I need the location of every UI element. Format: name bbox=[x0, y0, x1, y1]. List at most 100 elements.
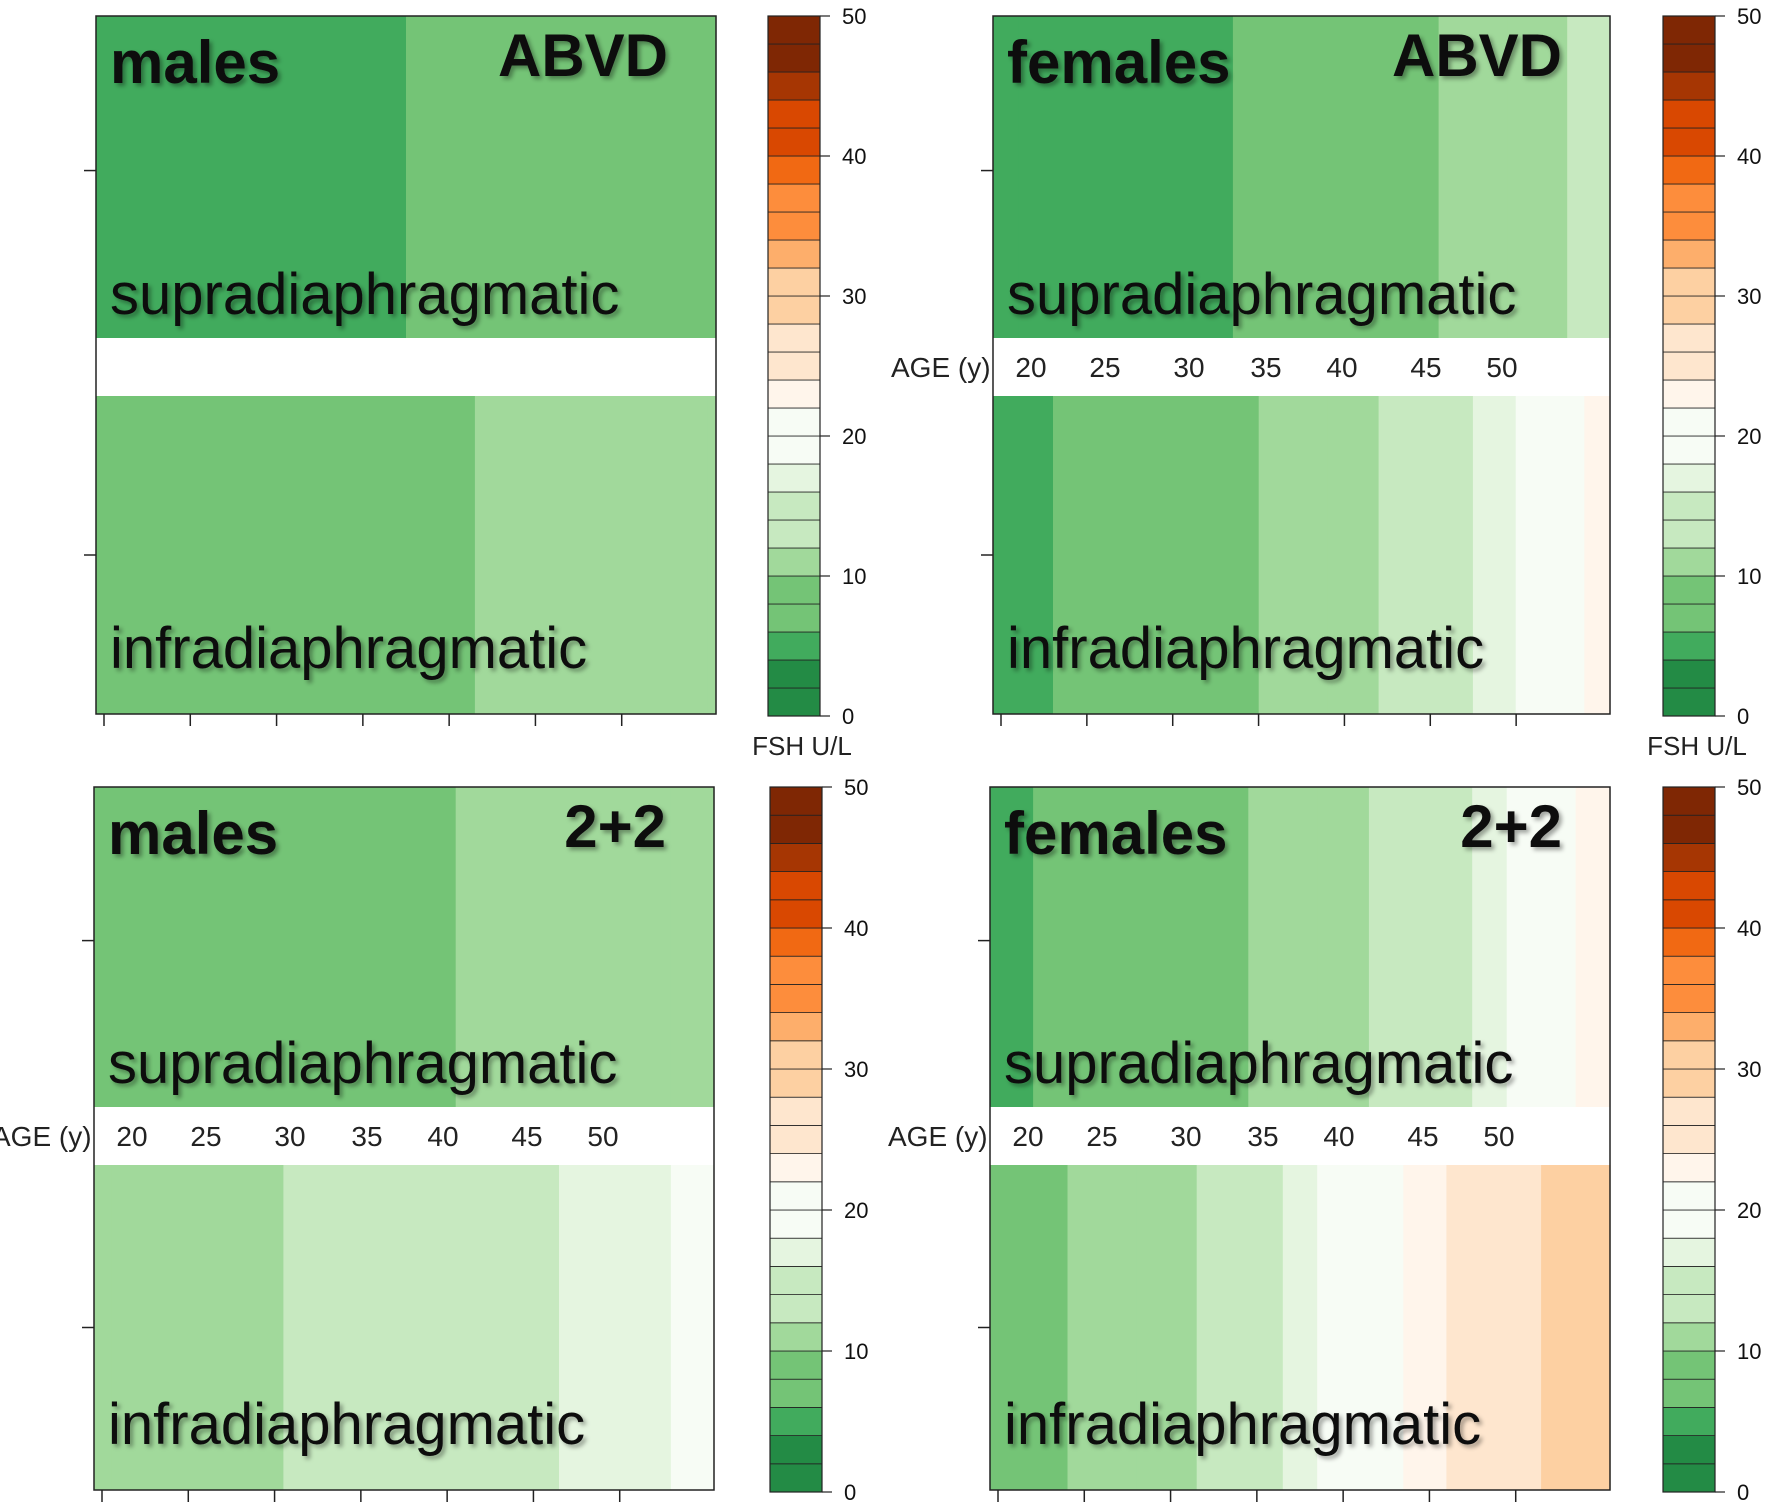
colorbar-label: FSH U/L bbox=[1647, 731, 1747, 761]
colorbar-4: 0 10 20 30 40 50 bbox=[1662, 775, 1761, 1505]
heat-cell bbox=[559, 1165, 672, 1490]
colorbar-step bbox=[1662, 659, 1716, 689]
colorbar-step bbox=[1662, 955, 1716, 985]
colorbar-step bbox=[767, 183, 821, 213]
heat-cell bbox=[1232, 16, 1354, 338]
colorbar-step bbox=[769, 1350, 823, 1380]
heat-row-supradiaphragmatic bbox=[990, 787, 1611, 1107]
age-tick-label: 45 bbox=[511, 1121, 542, 1152]
heat-cell bbox=[1173, 396, 1260, 714]
colorbar-step bbox=[767, 519, 821, 549]
colorbar-tick-label: 0 bbox=[842, 704, 854, 729]
colorbar-step bbox=[1662, 1266, 1716, 1296]
colorbar-step bbox=[1662, 603, 1716, 633]
age-tick-label: 50 bbox=[587, 1121, 618, 1152]
row-label-supradiaphragmatic: supradiaphragmatic bbox=[1007, 262, 1516, 327]
heat-cell bbox=[1327, 396, 1380, 714]
colorbar-step bbox=[769, 843, 823, 873]
heat-cell bbox=[1446, 1165, 1491, 1490]
colorbar-1: 0 10 20 30 40 50 FSH U/L bbox=[752, 4, 866, 761]
heat-cell bbox=[1507, 16, 1568, 338]
colorbar-3: 0 10 20 30 40 50 bbox=[769, 775, 868, 1505]
colorbar-step bbox=[767, 323, 821, 353]
colorbar-step bbox=[1662, 786, 1716, 816]
heat-cell bbox=[283, 1165, 431, 1490]
colorbar-step bbox=[1662, 899, 1716, 929]
colorbar-step bbox=[767, 547, 821, 577]
heat-cell bbox=[1351, 1165, 1404, 1490]
colorbar-frame bbox=[1662, 15, 1716, 717]
heat-cell bbox=[1352, 16, 1440, 338]
colorbar-step bbox=[769, 1463, 823, 1493]
colorbar-step bbox=[1662, 43, 1716, 73]
colorbar-step bbox=[1662, 575, 1716, 605]
age-axis-label: AGE (y) bbox=[891, 352, 991, 383]
colorbar-step bbox=[767, 407, 821, 437]
age-tick-label: 20 bbox=[116, 1121, 147, 1152]
heat-cell bbox=[1153, 787, 1249, 1107]
colorbar-step bbox=[769, 814, 823, 844]
colorbar-frame bbox=[767, 15, 821, 717]
colorbar-step bbox=[1662, 1125, 1716, 1155]
colorbar-step bbox=[769, 1435, 823, 1465]
colorbar-step bbox=[1662, 127, 1716, 157]
heat-cell bbox=[1541, 787, 1577, 1107]
age-axis-label: AGE (y) bbox=[888, 1121, 988, 1152]
heat-cell bbox=[96, 16, 407, 338]
heat-cell bbox=[1368, 787, 1422, 1107]
panel-title: males bbox=[108, 800, 278, 867]
heat-cell bbox=[993, 396, 1054, 714]
colorbar-tick-label: 30 bbox=[842, 284, 866, 309]
heat-cell bbox=[1601, 16, 1611, 338]
colorbar-step bbox=[1662, 1378, 1716, 1408]
colorbar-step bbox=[1662, 1294, 1716, 1324]
colorbar-step bbox=[767, 43, 821, 73]
colorbar-step bbox=[769, 786, 823, 816]
heat-cell bbox=[1584, 396, 1611, 714]
heat-cell bbox=[1258, 396, 1328, 714]
colorbar-tick-label: 20 bbox=[844, 1198, 868, 1223]
colorbar-step bbox=[1662, 519, 1716, 549]
colorbar-step bbox=[1662, 99, 1716, 129]
heat-row-infradiaphragmatic bbox=[990, 1165, 1611, 1490]
colorbar-tick-label: 30 bbox=[844, 1057, 868, 1082]
colorbar-step bbox=[769, 1012, 823, 1042]
row-label-supradiaphragmatic: supradiaphragmatic bbox=[108, 1031, 617, 1096]
panel-4: females 2+2 supradiaphragmatic infradiaphra… bbox=[888, 786, 1611, 1502]
age-tick-label: 45 bbox=[1407, 1121, 1438, 1152]
panel-2: females ABVD supradiaphragmatic infradiaphr… bbox=[891, 15, 1611, 726]
colorbar-step bbox=[767, 295, 821, 325]
colorbar-step bbox=[1662, 1209, 1716, 1239]
colorbar-step bbox=[1662, 491, 1716, 521]
heat-cell bbox=[474, 396, 708, 714]
colorbar-step bbox=[767, 99, 821, 129]
heat-cell bbox=[990, 1165, 1069, 1490]
row-label-supradiaphragmatic: supradiaphragmatic bbox=[110, 262, 619, 327]
heat-row-infradiaphragmatic bbox=[993, 396, 1611, 714]
age-tick-label: 30 bbox=[1170, 1121, 1201, 1152]
colorbar-step bbox=[767, 659, 821, 689]
heat-cell bbox=[1420, 787, 1473, 1107]
colorbar-step bbox=[1662, 183, 1716, 213]
colorbar-frame bbox=[769, 786, 823, 1493]
panel-1: males ABVD supradiaphragmatic infradiaphrag… bbox=[84, 15, 717, 726]
colorbar-step bbox=[767, 267, 821, 297]
heat-cell bbox=[670, 787, 715, 1107]
colorbar-2: 0 10 20 30 40 50 FSH U/L bbox=[1647, 4, 1761, 761]
colorbar-step bbox=[767, 239, 821, 269]
panel-title: males bbox=[110, 29, 280, 96]
regimen-label: ABVD bbox=[498, 22, 668, 89]
colorbar-step bbox=[1662, 155, 1716, 185]
heat-cell bbox=[216, 396, 476, 714]
colorbar-step bbox=[1662, 435, 1716, 465]
heat-cell bbox=[993, 16, 1020, 338]
heat-cell bbox=[1282, 1165, 1318, 1490]
colorbar-step bbox=[1662, 1153, 1716, 1183]
age-tick-label: 50 bbox=[1483, 1121, 1514, 1152]
colorbar-tick-label: 10 bbox=[1737, 564, 1761, 589]
colorbar-tick-label: 0 bbox=[1737, 704, 1749, 729]
heat-cell bbox=[707, 396, 717, 714]
heat-cell bbox=[1541, 396, 1585, 714]
regimen-label: 2+2 bbox=[1460, 793, 1562, 860]
